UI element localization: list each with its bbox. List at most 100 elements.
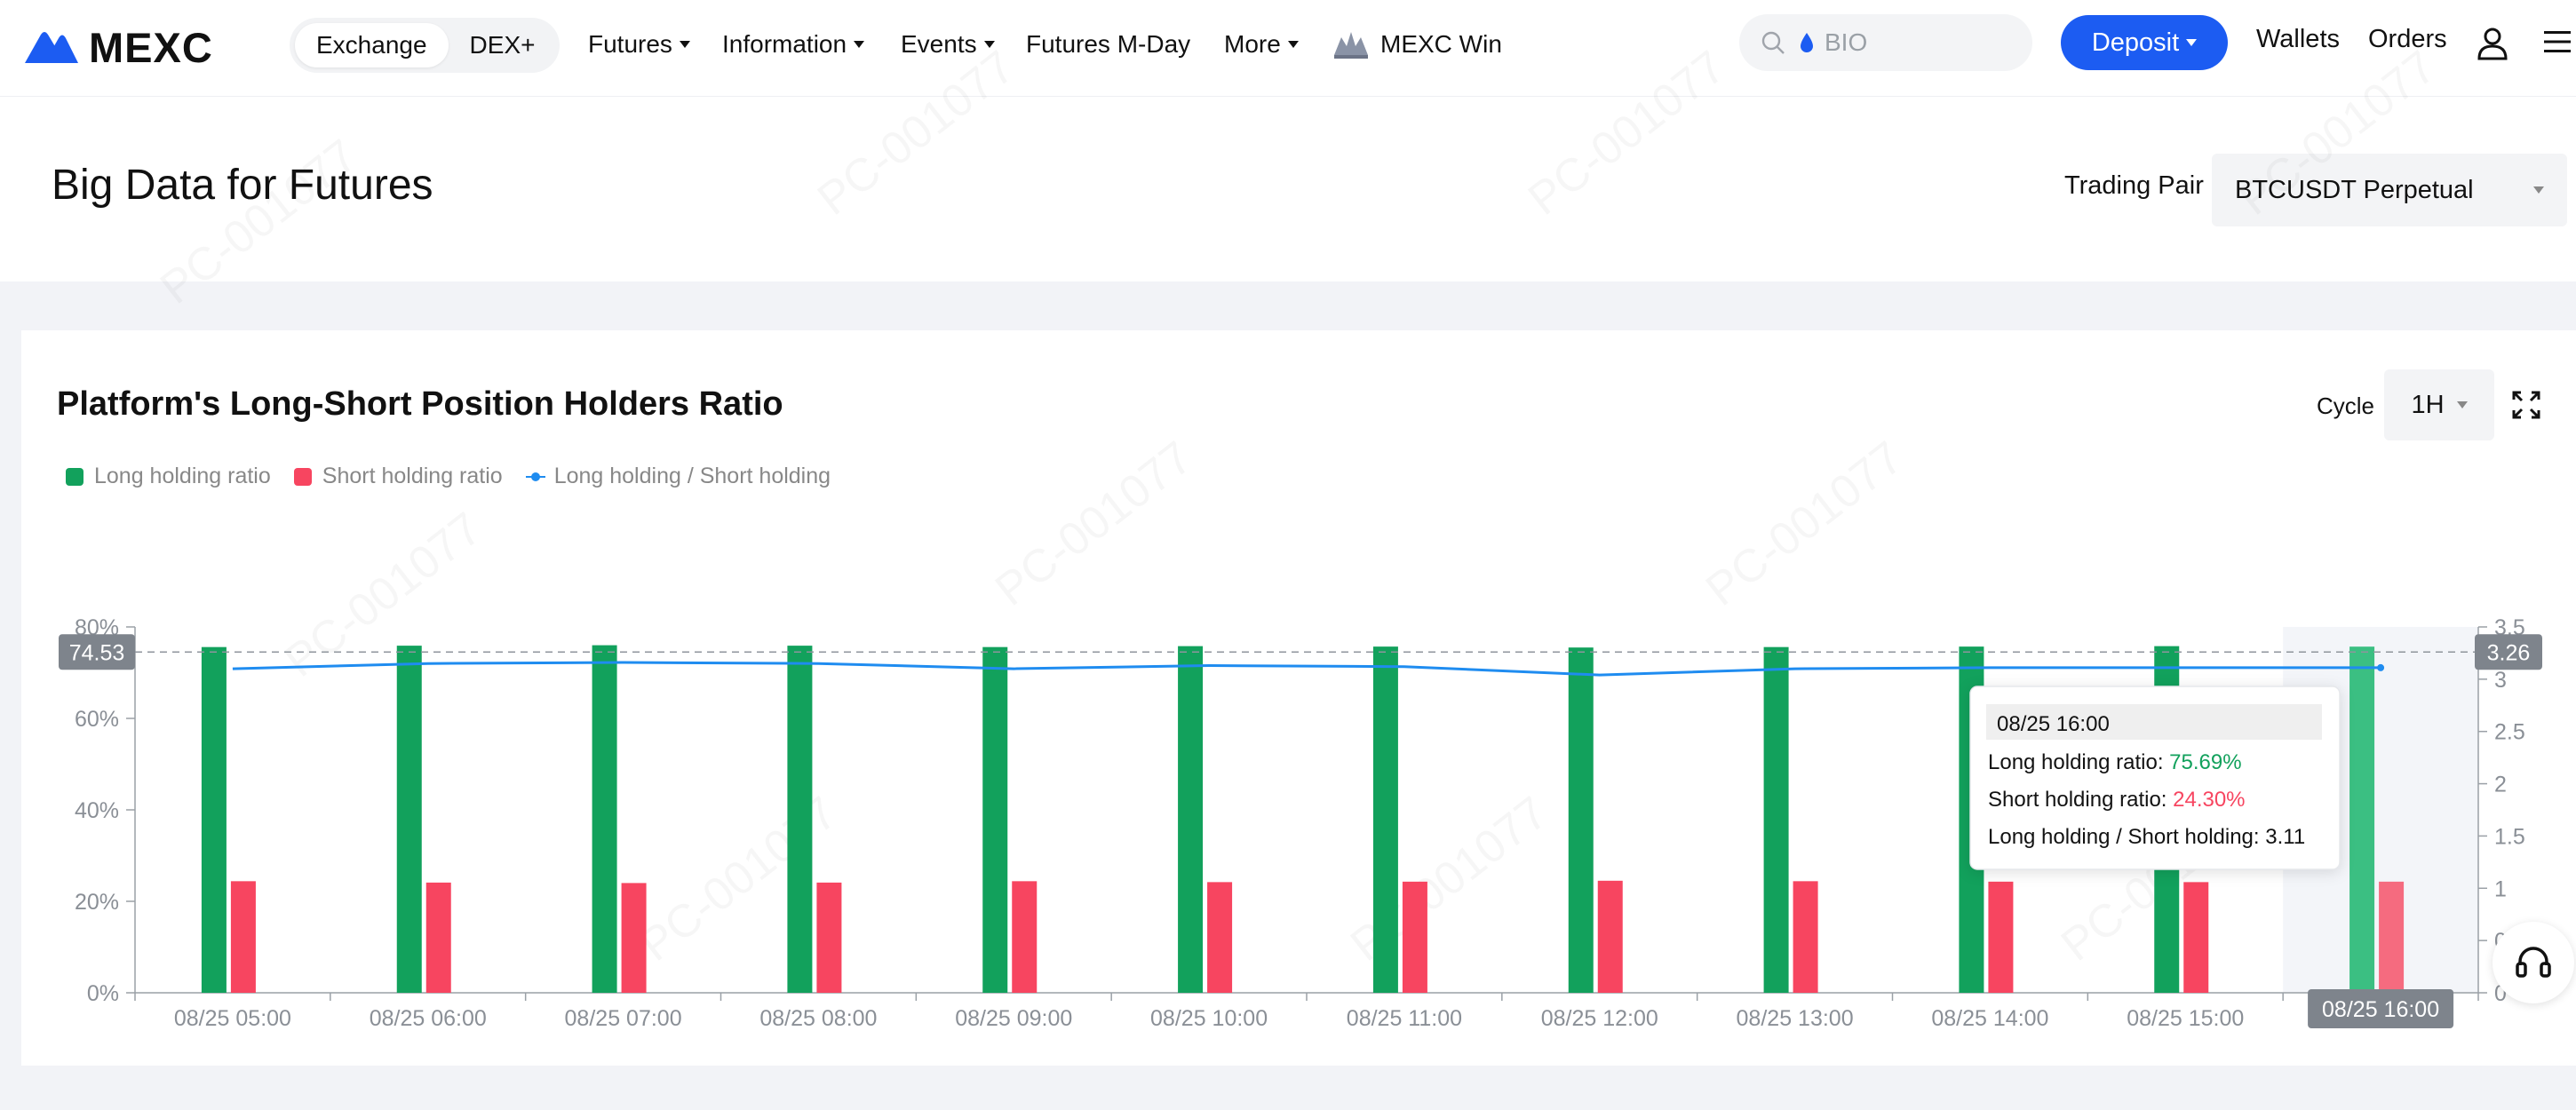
- search-box[interactable]: [1739, 14, 2032, 71]
- dex-tab[interactable]: DEX+: [469, 31, 536, 59]
- long-bar: [787, 646, 813, 993]
- chevron-down-icon: [983, 41, 995, 48]
- orders-link[interactable]: Orders: [2368, 25, 2447, 53]
- crosshair-left-badge: [59, 634, 135, 670]
- deposit-label: Deposit: [2091, 28, 2180, 57]
- wallets-link[interactable]: Wallets: [2256, 25, 2340, 53]
- short-bar: [816, 882, 842, 993]
- legend-item-short[interactable]: Short holding ratio: [293, 464, 503, 489]
- page-header: Big Data for Futures Trading Pair BTCUSD…: [0, 97, 2576, 281]
- legend-label-short: Short holding ratio: [322, 464, 503, 488]
- short-bar: [1988, 881, 2014, 993]
- short-bar: [1207, 882, 1233, 993]
- top-navbar: MEXC Exchange DEX+ Futures Information E…: [0, 0, 2576, 97]
- crosshair-x-badge: [2308, 989, 2454, 1028]
- exchange-tab[interactable]: Exchange: [295, 23, 449, 67]
- right-axis-tick-label: 1: [2494, 876, 2507, 901]
- long-bar: [1568, 647, 1594, 993]
- legend-item-ratio[interactable]: Long holding / Short holding: [525, 464, 831, 489]
- left-axis-tick-label: 20%: [75, 890, 119, 915]
- tooltip-title: 08/25 16:00: [1997, 712, 2110, 736]
- long-bar: [1178, 646, 1204, 993]
- chevron-down-icon: [2456, 401, 2468, 408]
- short-bar: [425, 882, 451, 993]
- chevron-down-icon: [854, 41, 865, 48]
- right-axis-tick-label: 1.5: [2494, 824, 2525, 849]
- customer-support-button[interactable]: [2493, 922, 2574, 1003]
- short-bar: [2379, 881, 2405, 993]
- crosshair-right-badge: [2475, 634, 2542, 670]
- short-bar: [621, 883, 647, 993]
- mexc-win-icon: [1334, 32, 1368, 59]
- long-bar: [1763, 646, 1789, 993]
- short-bar: [1793, 881, 1818, 993]
- long-bar: [1372, 646, 1398, 993]
- crosshair-left-value: 74.53: [69, 640, 125, 665]
- right-axis-tick-label: 2: [2494, 773, 2507, 797]
- ratio-line: [232, 661, 2381, 677]
- crosshair-x-value: 08/25 16:00: [2322, 997, 2439, 1022]
- menu-futures-mday[interactable]: Futures M-Day: [1026, 25, 1190, 64]
- user-icon[interactable]: [2477, 27, 2508, 60]
- short-bar: [2183, 882, 2209, 993]
- x-axis-tick-label: 08/25 12:00: [1541, 1006, 1658, 1031]
- trading-pair-label: Trading Pair: [2064, 171, 2204, 200]
- menu-more[interactable]: More: [1224, 25, 1299, 64]
- x-axis-tick-label: 08/25 13:00: [1737, 1006, 1854, 1031]
- mexc-logo[interactable]: MEXC: [23, 21, 213, 73]
- tooltip-row-label: Long holding / Short holding:: [1988, 825, 2265, 849]
- x-axis-tick-label: 08/25 14:00: [1931, 1006, 2048, 1031]
- menu-mexc-win-label: MEXC Win: [1380, 30, 1502, 58]
- x-axis-tick-label: 08/25 11:00: [1347, 1006, 1462, 1031]
- trading-pair-select[interactable]: BTCUSDT Perpetual: [2212, 154, 2567, 226]
- tooltip-header-bg: [1986, 704, 2322, 740]
- cycle-value: 1H: [2411, 390, 2445, 419]
- right-axis-tick-label: 3: [2494, 668, 2507, 693]
- tooltip-row-label: Short holding ratio:: [1988, 788, 2173, 812]
- chevron-down-icon: [679, 41, 690, 48]
- menu-futures-mday-label: Futures M-Day: [1026, 30, 1191, 58]
- tooltip-row-value: 3.11: [2265, 825, 2305, 849]
- chevron-down-icon: [1287, 41, 1299, 48]
- mexc-logo-icon: [25, 32, 78, 63]
- menu-information[interactable]: Information: [722, 25, 865, 64]
- brand-name: MEXC: [89, 23, 213, 71]
- chevron-down-icon: [2533, 186, 2544, 194]
- short-bar: [230, 881, 256, 993]
- left-axis-tick-label: 40%: [75, 798, 119, 823]
- x-axis-tick-label: 08/25 05:00: [174, 1006, 291, 1031]
- droplet-icon: [1801, 33, 1813, 52]
- legend-label-long: Long holding ratio: [94, 464, 271, 488]
- trading-pair-value: BTCUSDT Perpetual: [2235, 175, 2474, 204]
- legend-swatch-ratio: [525, 472, 545, 481]
- left-axis-tick-label: 0%: [87, 981, 119, 1006]
- ratio-point: [2377, 663, 2385, 671]
- headset-icon: [2516, 947, 2551, 978]
- deposit-button[interactable]: Deposit: [2061, 15, 2228, 70]
- tooltip-row-value: 75.69%: [2169, 750, 2241, 774]
- menu-futures[interactable]: Futures: [588, 25, 690, 64]
- tooltip-row-value: 24.30%: [2173, 788, 2245, 812]
- menu-icon[interactable]: [2542, 28, 2572, 55]
- short-bar: [1012, 881, 1038, 993]
- search-icon: [1761, 31, 1785, 54]
- tooltip-row: Long holding / Short holding: 3.11: [1988, 825, 2305, 849]
- legend-swatch-long: [66, 467, 83, 486]
- legend-swatch-short: [293, 467, 312, 486]
- page-title: Big Data for Futures: [52, 162, 433, 209]
- search-input[interactable]: [1823, 28, 2004, 58]
- long-bar: [2349, 646, 2375, 993]
- chart-legend: Long holding ratio Short holding ratio L…: [66, 464, 854, 489]
- cycle-select[interactable]: 1H: [2384, 369, 2494, 440]
- legend-label-ratio: Long holding / Short holding: [553, 464, 831, 488]
- x-axis-tick-label: 08/25 09:00: [955, 1006, 1072, 1031]
- fullscreen-icon[interactable]: [2510, 389, 2542, 421]
- long-bar: [982, 646, 1008, 993]
- tooltip-row: Short holding ratio: 24.30%: [1988, 788, 2246, 812]
- legend-item-long[interactable]: Long holding ratio: [66, 464, 271, 489]
- menu-events-label: Events: [901, 30, 977, 58]
- menu-events[interactable]: Events: [901, 25, 995, 64]
- short-bar: [1402, 881, 1427, 993]
- menu-mexc-win[interactable]: MEXC Win: [1331, 25, 1502, 64]
